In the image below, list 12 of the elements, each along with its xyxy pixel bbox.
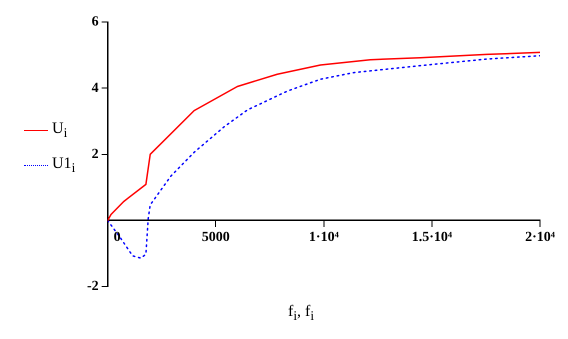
- y-tick-label: 6: [92, 14, 99, 30]
- x-tick-label: 1.5·10⁴: [412, 230, 453, 246]
- x-tick-label: 2·10⁴: [525, 230, 556, 246]
- legend-label: U$_{i}$: [52, 120, 68, 142]
- x-axis-title: f$_{i}$, f$_{i}$: [288, 303, 314, 324]
- x-tick-label: 0: [114, 230, 121, 246]
- y-tick-label: 2: [92, 146, 99, 162]
- x-tick-label: 5000: [202, 230, 230, 246]
- y-tick-label: 4: [92, 80, 99, 96]
- y-tick-label: -2: [86, 279, 99, 294]
- x-tick-label: 1·10⁴: [308, 230, 340, 246]
- legend-label: U1$_{i}$: [52, 155, 76, 176]
